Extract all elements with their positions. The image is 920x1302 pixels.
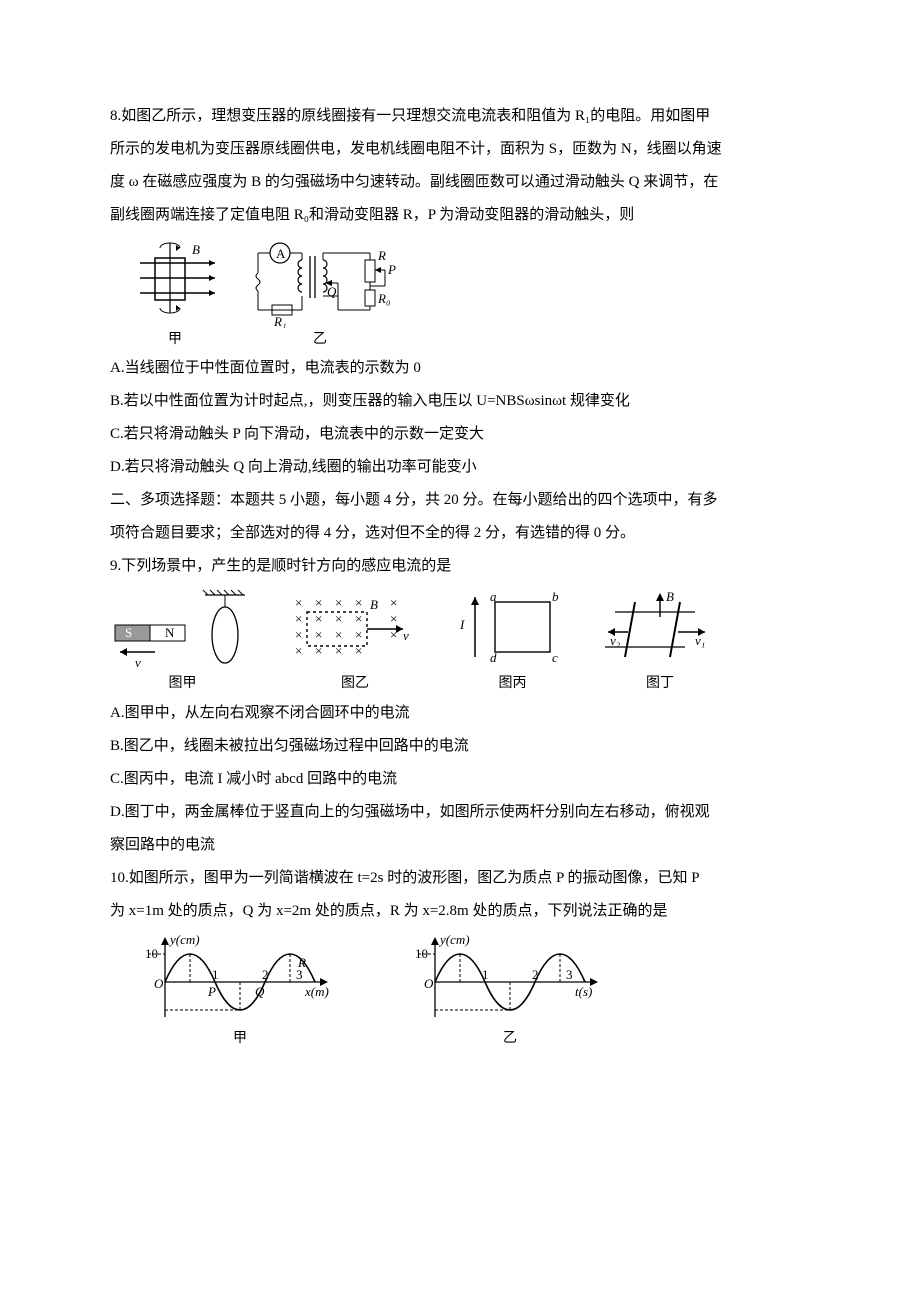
svg-text:×: ×: [355, 611, 362, 626]
q10-jia-t1: 1: [212, 967, 219, 982]
q10-yi-label: 乙: [503, 1029, 517, 1049]
q10-jia-yaxis: y(cm): [168, 932, 200, 947]
svg-text:×: ×: [315, 611, 322, 626]
q8-stem-line2: 所示的发电机为变压器原线圈供电，发电机线圈电阻不计，面积为 S，匝数为 N，线圈…: [110, 133, 810, 166]
q9-ding-B: B: [666, 589, 674, 604]
q8-lbl-Q: Q: [327, 284, 337, 299]
svg-text:×: ×: [295, 643, 302, 658]
q9-yi-label: 图乙: [341, 674, 369, 694]
q9-bing-c: c: [552, 650, 558, 665]
q8-optC: C.若只将滑动触头 P 向下滑动，电流表中的示数一定变大: [110, 418, 810, 451]
q8-stem-line3: 度 ω 在磁感应强度为 B 的匀强磁场中匀速转动。副线圈匝数可以通过滑动触头 Q…: [110, 166, 810, 199]
q10-jia-P: P: [207, 984, 216, 999]
q10-figure: y(cm) x(m) O 10 1 2 3 P Q R 甲: [140, 932, 810, 1049]
q9-bing-panel: I a b c d 图丙: [455, 587, 570, 694]
svg-text:×: ×: [390, 611, 397, 626]
q8-fig-yi-label: 乙: [313, 330, 327, 350]
q10-yi-panel: y(cm) t(s) O 10 1 2 3 乙: [410, 932, 610, 1049]
q9-bing-label: 图丙: [499, 674, 527, 694]
svg-text:×: ×: [315, 595, 322, 610]
q8-fig-yi-panel: A R₁ Q: [240, 238, 400, 350]
q10-yi-10: 10: [415, 946, 428, 961]
q9-optA: A.图甲中，从左向右观察不闭合圆环中的电流: [110, 697, 810, 730]
q10-jia-label: 甲: [233, 1029, 247, 1049]
q8-fig-jia-panel: B 甲: [130, 238, 220, 350]
q10-yi-svg: y(cm) t(s) O 10 1 2 3: [410, 932, 610, 1027]
svg-text:×: ×: [355, 595, 362, 610]
q9-ding-panel: B v₂ v₁ 图丁: [600, 587, 720, 694]
q10-jia-t2: 2: [262, 967, 269, 982]
q10-yi-yaxis: y(cm): [438, 932, 470, 947]
svg-text:×: ×: [335, 611, 342, 626]
q9-stem: 9.下列场景中，产生的是顺时针方向的感应电流的是: [110, 550, 810, 583]
q9-optD-line1: D.图丁中，两金属棒位于竖直向上的匀强磁场中，如图所示使两杆分别向左右移动，俯视…: [110, 796, 810, 829]
q9-bing-I: I: [459, 617, 465, 632]
q8-lbl-B: B: [192, 242, 200, 257]
q10-yi-O: O: [424, 976, 434, 991]
q8-lbl-A: A: [276, 246, 286, 261]
svg-text:×: ×: [315, 643, 322, 658]
q10-yi-t3: 3: [566, 967, 573, 982]
q9-jia-svg: S N v: [110, 587, 255, 672]
svg-text:×: ×: [355, 627, 362, 642]
q8-fig-jia-label: 甲: [168, 330, 182, 350]
svg-text:×: ×: [390, 595, 397, 610]
q10-stem-line1: 10.如图所示，图甲为一列简谐横波在 t=2s 时的波形图，图乙为质点 P 的振…: [110, 862, 810, 895]
svg-text:×: ×: [295, 611, 302, 626]
q10-jia-Q: Q: [255, 984, 265, 999]
svg-text:×: ×: [315, 627, 322, 642]
q8-fig-yi-svg: A R₁ Q: [240, 238, 400, 328]
section2-line2: 项符合题目要求；全部选对的得 4 分，选对但不全的得 2 分，有选错的得 0 分…: [110, 517, 810, 550]
q10-stem-line2: 为 x=1m 处的质点，Q 为 x=2m 处的质点，R 为 x=2.8m 处的质…: [110, 895, 810, 928]
q9-optD-line2: 察回路中的电流: [110, 829, 810, 862]
q8-optD: D.若只将滑动触头 Q 向上滑动,线圈的输出功率可能变小: [110, 451, 810, 484]
q9-yi-svg: ××××× ××××× ××××× ×××× B v: [285, 587, 425, 672]
q9-yi-B: B: [370, 597, 378, 612]
q9-optC: C.图丙中，电流 I 减小时 abcd 回路中的电流: [110, 763, 810, 796]
q8-figure: B 甲 A R₁: [130, 238, 810, 350]
q9-bing-d: d: [490, 650, 497, 665]
q10-yi-taxis: t(s): [575, 984, 592, 999]
svg-text:×: ×: [335, 643, 342, 658]
svg-text:×: ×: [355, 643, 362, 658]
q9-bing-a: a: [490, 589, 497, 604]
q9-jia-panel: S N v 图甲: [110, 587, 255, 694]
q9-lbl-N: N: [165, 625, 175, 640]
q9-lbl-S: S: [125, 625, 132, 640]
q8-lbl-R: R: [377, 248, 386, 263]
q10-yi-t1: 1: [482, 967, 489, 982]
svg-text:×: ×: [335, 595, 342, 610]
q10-jia-panel: y(cm) x(m) O 10 1 2 3 P Q R 甲: [140, 932, 340, 1049]
q10-yi-t2: 2: [532, 967, 539, 982]
svg-text:×: ×: [295, 627, 302, 642]
q9-jia-label: 图甲: [169, 674, 197, 694]
q9-ding-label: 图丁: [646, 674, 674, 694]
q8-lbl-P: P: [387, 262, 396, 277]
q9-lbl-v: v: [135, 655, 141, 670]
svg-text:×: ×: [335, 627, 342, 642]
q8-stem-line4: 副线圈两端连接了定值电阻 R₀和滑动变阻器 R，P 为滑动变阻器的滑动触头，则: [110, 199, 810, 232]
q9-lbl-v1: v₁: [695, 633, 705, 648]
q10-jia-10: 10: [145, 946, 158, 961]
q9-ding-svg: B v₂ v₁: [600, 587, 720, 672]
q10-jia-O: O: [154, 976, 164, 991]
q9-bing-b: b: [552, 589, 559, 604]
q8-lbl-R0: R₀: [377, 291, 390, 306]
q9-yi-panel: ××××× ××××× ××××× ×××× B v 图乙: [285, 587, 425, 694]
q9-yi-v: v: [403, 628, 409, 643]
q8-optB: B.若以中性面位置为计时起点,，则变压器的输入电压以 U=NBSωsinωt 规…: [110, 385, 810, 418]
q10-jia-svg: y(cm) x(m) O 10 1 2 3 P Q R: [140, 932, 340, 1027]
q8-fig-jia-svg: B: [130, 238, 220, 328]
q9-figure: S N v 图甲 ××××× ××××× ×: [110, 587, 810, 694]
svg-text:×: ×: [295, 595, 302, 610]
q8-optA: A.当线圈位于中性面位置时，电流表的示数为 0: [110, 352, 810, 385]
q10-jia-R: R: [297, 955, 306, 970]
section2-line1: 二、多项选择题：本题共 5 小题，每小题 4 分，共 20 分。在每小题给出的四…: [110, 484, 810, 517]
q9-bing-svg: I a b c d: [455, 587, 570, 672]
q8-stem-line1: 8.如图乙所示，理想变压器的原线圈接有一只理想交流电流表和阻值为 R₁的电阻。用…: [110, 100, 810, 133]
q9-optB: B.图乙中，线圈未被拉出匀强磁场过程中回路中的电流: [110, 730, 810, 763]
q9-lbl-v2: v₂: [610, 633, 621, 648]
q8-lbl-R1: R₁: [273, 314, 286, 328]
q10-jia-xaxis: x(m): [304, 984, 329, 999]
